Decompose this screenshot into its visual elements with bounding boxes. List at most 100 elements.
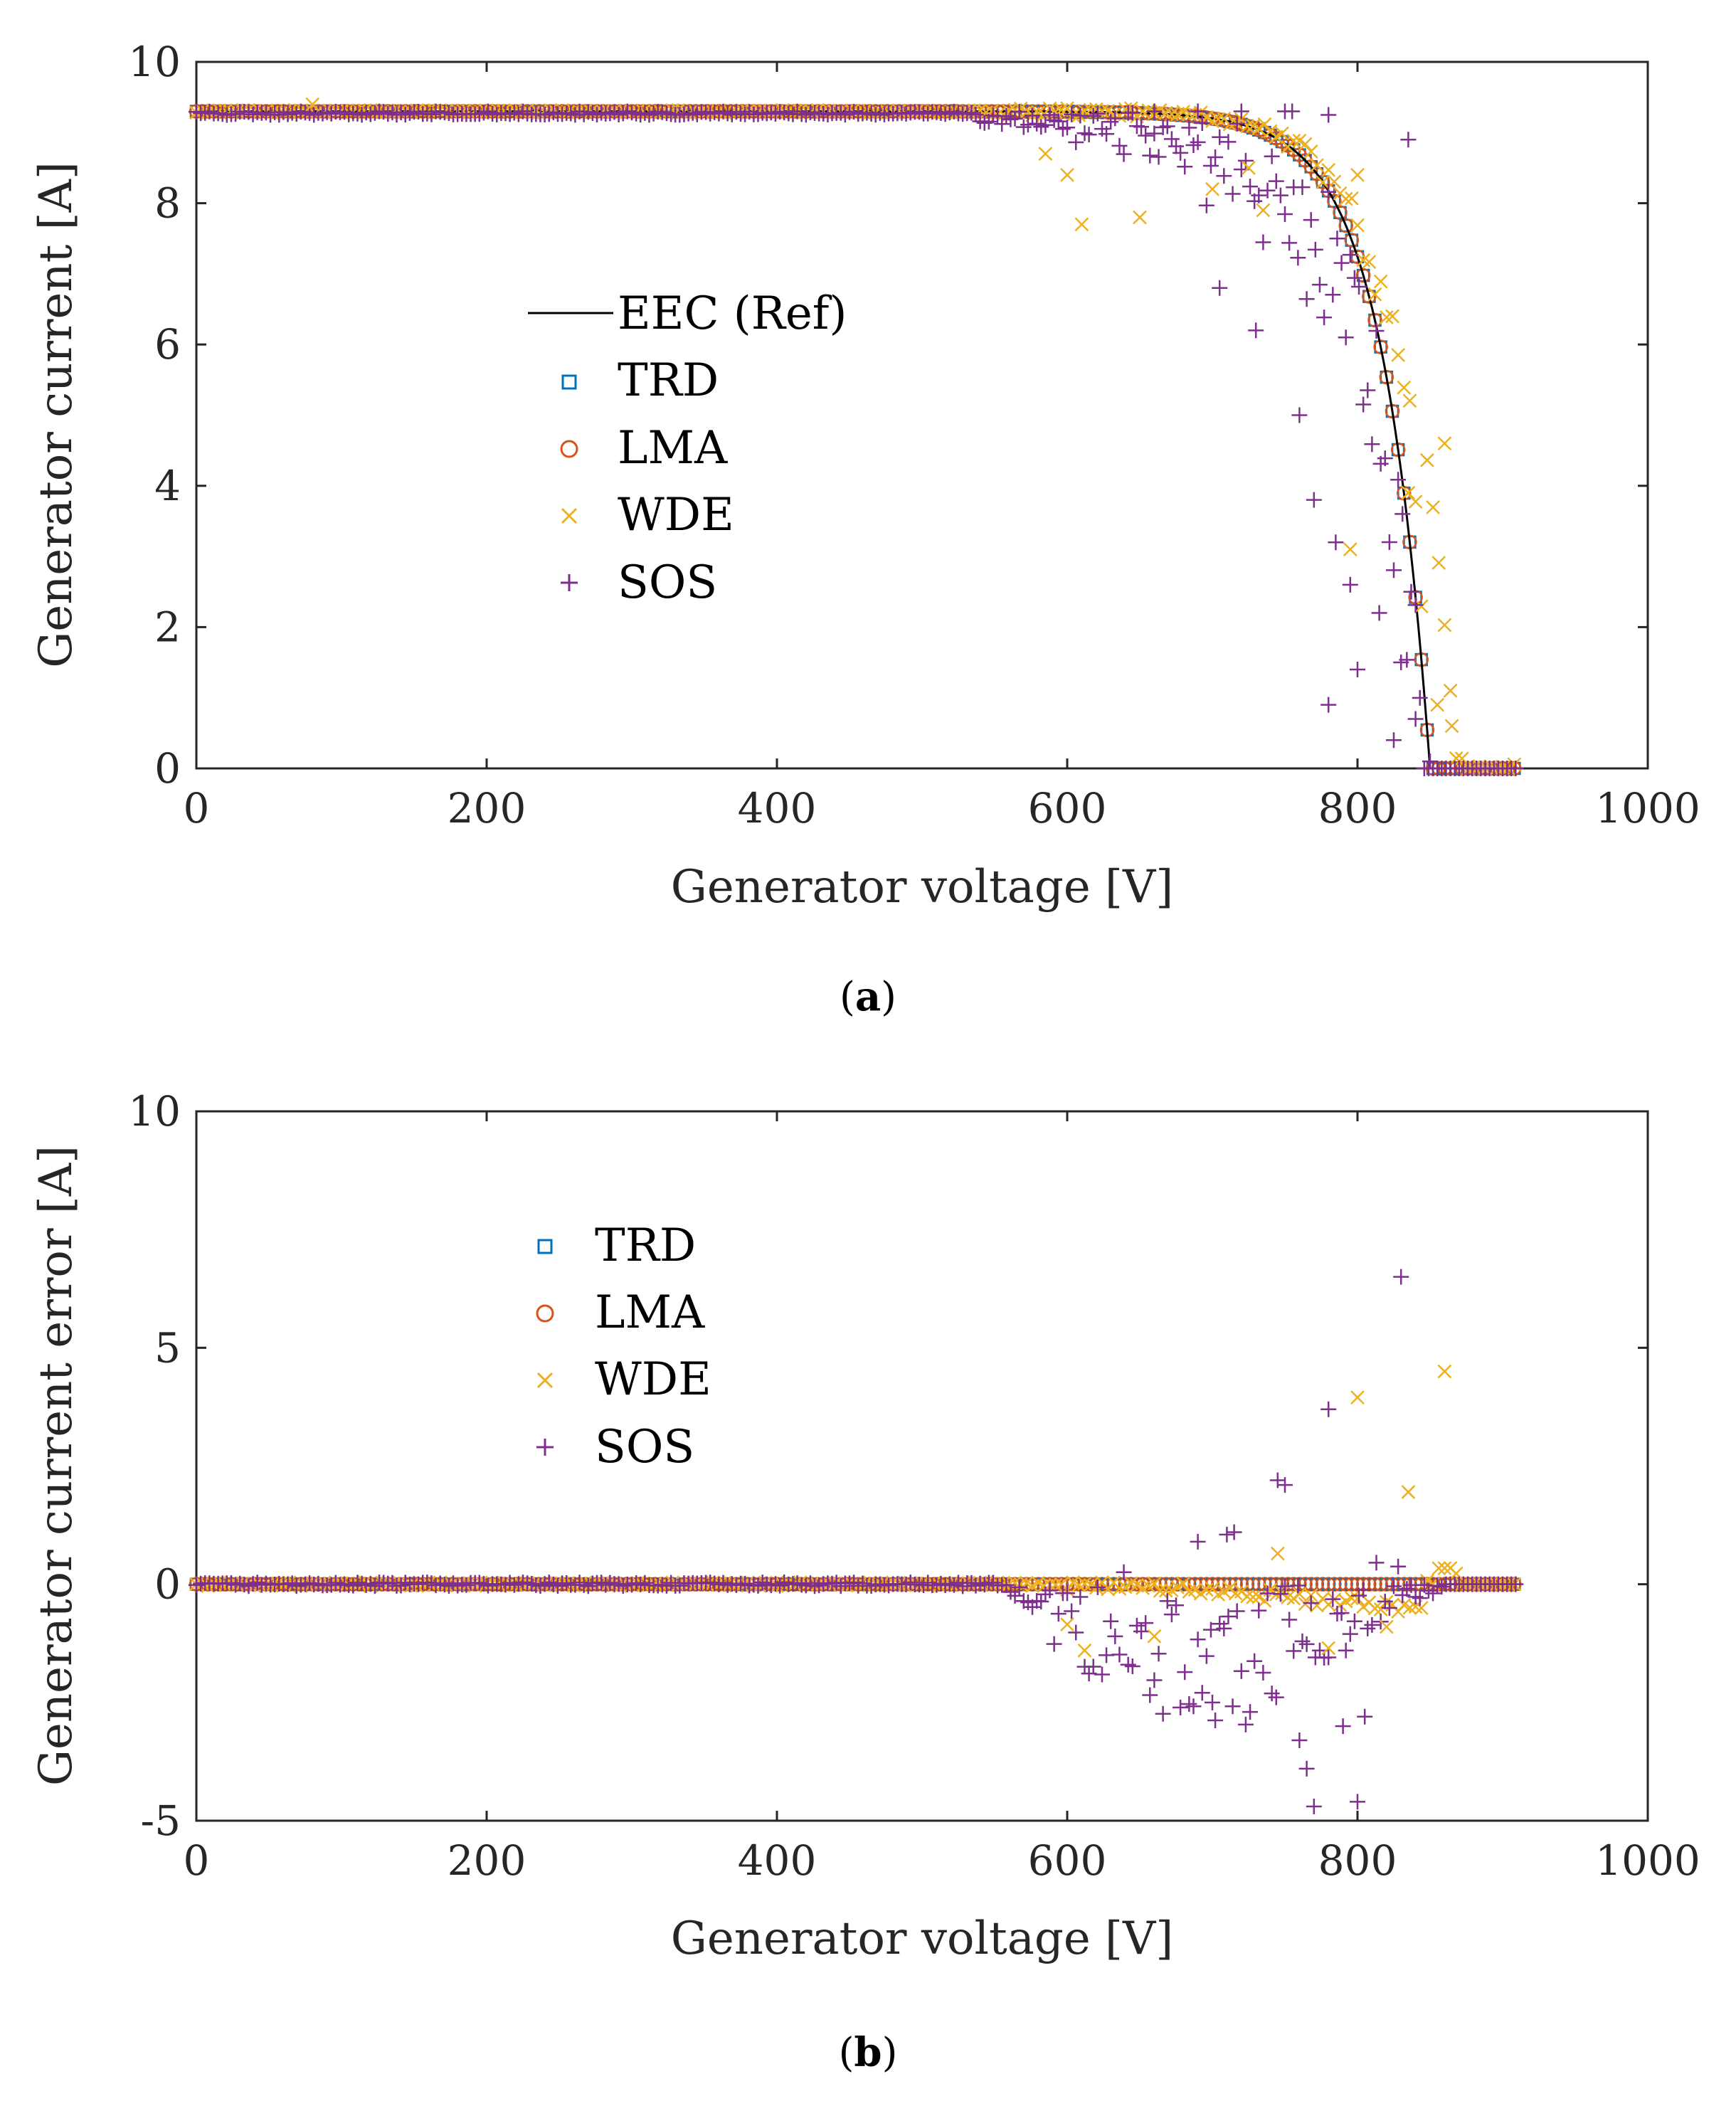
sos-error-point [1064,1603,1080,1619]
panel-a-x-tick-label: 0 [184,784,210,832]
sos-point [1377,450,1393,467]
sos-error-point [1046,1636,1062,1652]
sos-outlier-point [1320,697,1337,713]
sos-outlier-point [1422,753,1438,770]
sos-point [1159,118,1175,134]
sos-outlier-point [1350,661,1365,677]
sos-error-outlier-point [1205,1694,1220,1710]
wde-point [531,105,546,120]
sos-error-point [1368,1555,1385,1571]
sos-point [1068,134,1084,150]
sos-point [1264,148,1280,164]
sos-error-point [1216,1620,1232,1636]
wde-point [1251,121,1266,136]
wde-point [857,104,872,119]
legend-b-lma-label: LMA [595,1286,705,1339]
sos-error-outlier-point [1226,1524,1242,1540]
panel-a-caption: (a) [840,973,896,1020]
panel-a-y-tick-label: 2 [154,603,181,651]
sos-point [1198,197,1214,213]
panel-a-x-axis-label: Generator voltage [V] [671,861,1173,914]
sos-outlier-point [1291,407,1308,423]
wde-point [1414,599,1429,614]
sos-error-point [1168,1597,1184,1614]
wde-point [1309,158,1324,173]
wde-point [1158,105,1173,120]
wde-error-point [1286,1591,1301,1606]
wde-point [1437,618,1452,633]
sos-point [1107,110,1123,127]
legend-a-trd-label: TRD [618,354,719,407]
eec-reference-line [196,110,1518,770]
sos-error-point [1150,1646,1167,1662]
wde-error-point [1431,1561,1446,1576]
wde-outlier-point [1038,147,1053,161]
sos-outlier-point [1146,103,1163,120]
wde-point [1298,137,1313,152]
sos-error-point [1107,1628,1123,1644]
sos-point [1142,147,1158,164]
sos-error-point [1386,1578,1402,1594]
panel-a-y-tick-label: 8 [154,179,181,228]
sos-point [1259,182,1276,199]
lma-point [1344,233,1360,248]
sos-error-point [1185,1698,1202,1715]
wde-error-point [1437,1561,1452,1576]
sos-point [1307,241,1323,258]
sos-point [1202,158,1219,174]
sos-error-outlier-point [1291,1732,1308,1749]
legend-a-sos-label: SOS [618,556,717,609]
sos-error-point [1224,1698,1241,1715]
wde-outlier-point [1401,485,1416,500]
sos-outlier-point [1393,655,1409,671]
sos-point [1394,506,1411,522]
sos-error-point [1011,1580,1027,1596]
sos-point [1163,131,1180,147]
sos-error-point [1255,1664,1271,1681]
sos-point [1329,231,1345,247]
sos-point [1338,329,1354,346]
wde-point [1327,174,1342,189]
sos-error-point [1412,1590,1428,1607]
sos-point [1185,137,1202,154]
sos-point [1355,396,1372,413]
wde-error-point [1158,1583,1173,1598]
wde-error-outlier-point [1321,1641,1336,1656]
panel-b-legend: TRD LMA WDE SOS [536,1219,711,1473]
panel-a-y-tick-label: 4 [154,462,181,510]
wde-point [1344,191,1359,206]
sos-point [1298,291,1315,307]
sos-error-point [1050,1606,1067,1622]
sos-outlier-point [1212,280,1228,296]
wde-point [1385,309,1399,324]
legend-b-wde-marker [536,1372,554,1389]
sos-error-point [1303,1595,1319,1612]
sos-point [1508,761,1524,776]
wde-outlier-point [1205,181,1219,196]
wde-error-point [1344,1591,1359,1606]
wde-point [1408,494,1423,509]
sos-error-outlier-point [1357,1708,1373,1725]
wde-error-point [996,1576,1011,1591]
wde-point [1402,393,1417,408]
sos-point [1403,583,1419,600]
wde-point [1316,175,1330,190]
sos-error-point [1233,1663,1249,1679]
wde-point [1379,310,1394,324]
sos-point [1081,127,1097,143]
wde-point [322,103,337,118]
sos-point [1346,270,1362,286]
wde-error-point [317,1575,332,1590]
sos-error-point [1281,1612,1298,1628]
wde-point [456,104,471,119]
sos-point [1229,115,1245,132]
wde-outlier-point [1060,167,1074,182]
wde-outlier-point [1242,161,1256,175]
panel-b-x-tick-label: 1000 [1595,1836,1700,1885]
wde-outlier-point [1074,217,1089,232]
wde-error-point [1414,1601,1429,1615]
sos-error-point [1346,1613,1362,1629]
sos-point [1173,144,1189,161]
wde-point [1338,191,1353,206]
sos-error-outlier-point [1335,1718,1351,1735]
